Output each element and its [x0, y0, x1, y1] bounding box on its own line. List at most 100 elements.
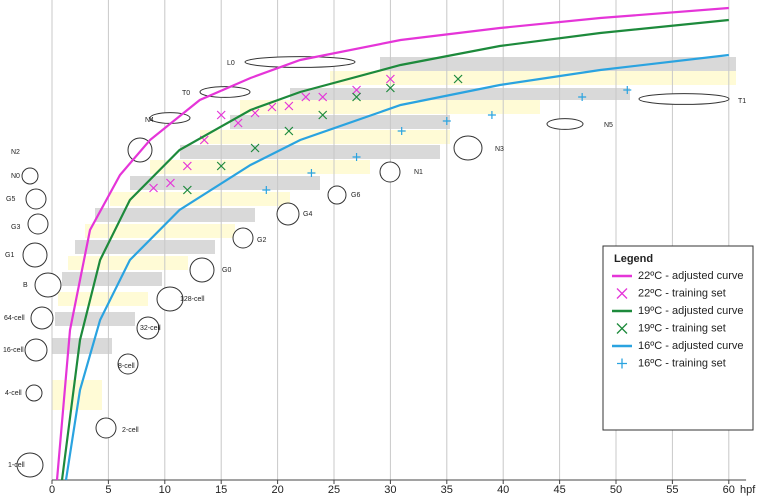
embryo: [21, 167, 39, 185]
training-point: [166, 178, 175, 188]
stage-label: N0: [11, 173, 20, 180]
band: [130, 176, 320, 190]
embryo: [189, 257, 215, 283]
training-point: [284, 101, 294, 111]
x-tick-label: 5: [105, 484, 111, 496]
training-point: [182, 185, 192, 195]
band: [180, 145, 440, 159]
training-point: [352, 92, 361, 102]
x-tick-label: 45: [553, 484, 565, 496]
stage-label: G4: [303, 211, 312, 218]
stage-label: B: [23, 282, 28, 289]
band: [330, 71, 736, 85]
curve: [55, 6, 729, 481]
legend: Legend 22ºC - adjusted curve 22ºC - traini…: [602, 245, 754, 431]
stage-label: 1-cell: [8, 462, 25, 469]
embryo: [327, 185, 347, 205]
band: [75, 240, 215, 254]
stage-label: N1: [414, 169, 423, 176]
x-tick-label: 35: [441, 484, 453, 496]
band: [150, 160, 370, 174]
x-tick-label: 55: [666, 484, 678, 496]
training-point: [149, 183, 158, 193]
embryo: [25, 188, 47, 210]
training-point: [487, 111, 496, 119]
embryo: [16, 452, 44, 478]
x-tick-label: 50: [610, 484, 622, 496]
embryo: [149, 112, 191, 124]
x-tick-label: 60: [723, 484, 735, 496]
embryo: [24, 338, 48, 362]
stage-label: L0: [227, 60, 235, 67]
stage-label: G1: [5, 252, 14, 259]
training-point: [442, 117, 451, 125]
training-point: [262, 186, 271, 194]
x-tick-label: 15: [215, 484, 227, 496]
training-point: [397, 127, 406, 135]
stage-label: T0: [182, 90, 190, 97]
stage-label: G0: [222, 267, 231, 274]
training-point: [318, 110, 328, 120]
training-point: [318, 92, 328, 102]
embryo: [453, 135, 483, 161]
legend-label: 22ºC - adjusted curve: [638, 270, 744, 282]
stage-label: N2: [11, 149, 20, 156]
band: [55, 312, 135, 326]
x-tick-label: 20: [271, 484, 283, 496]
training-point: [352, 153, 361, 161]
embryo: [27, 213, 49, 235]
embryo: [546, 118, 584, 130]
legend-marker: [616, 288, 628, 299]
band: [380, 57, 736, 71]
embryo: [95, 417, 117, 439]
band: [62, 272, 162, 286]
embryo: [379, 161, 401, 183]
training-point: [216, 161, 226, 171]
training-point: [352, 85, 361, 95]
stage-label: G5: [6, 196, 15, 203]
x-tick-label: 40: [497, 484, 509, 496]
band: [110, 192, 290, 206]
training-point: [250, 143, 260, 153]
curve: [60, 18, 729, 481]
stage-label: G3: [11, 224, 20, 231]
legend-label: 16ºC - training set: [638, 357, 726, 369]
stage-label: 4-cell: [5, 390, 22, 397]
legend-label: 22ºC - training set: [638, 287, 726, 299]
training-point: [182, 161, 192, 171]
training-point: [623, 86, 632, 94]
embryo: [232, 227, 254, 249]
embryo: [638, 93, 730, 105]
embryo: [276, 202, 300, 226]
training-point: [307, 169, 316, 177]
stage-label: G2: [257, 237, 266, 244]
embryo: [22, 242, 48, 268]
stage-label: 64-cell: [4, 315, 25, 322]
band: [230, 115, 450, 129]
training-point: [233, 118, 243, 128]
training-point: [385, 83, 395, 93]
legend-label: 16ºC - adjusted curve: [638, 340, 744, 352]
training-point: [301, 92, 311, 102]
stage-label: 16-cell: [3, 347, 24, 354]
embryo: [25, 384, 43, 402]
legend-label: 19ºC - training set: [638, 322, 726, 334]
stage-label: T1: [738, 98, 746, 105]
stage-label: 128-cell: [180, 296, 205, 303]
embryo: [136, 316, 160, 340]
embryo: [156, 286, 184, 312]
training-point: [216, 110, 226, 120]
legend-marker: [617, 358, 627, 369]
curve: [64, 53, 729, 481]
x-tick-label: 10: [159, 484, 171, 496]
band: [58, 292, 148, 306]
stage-label: G6: [351, 192, 360, 199]
stage-label: 2-cell: [122, 427, 139, 434]
training-point: [385, 74, 395, 84]
stage-label: 32-cell: [140, 325, 161, 332]
embryo: [30, 306, 54, 330]
embryo: [117, 353, 139, 375]
training-point: [578, 93, 587, 101]
x-axis-label: hpf: [740, 484, 756, 496]
